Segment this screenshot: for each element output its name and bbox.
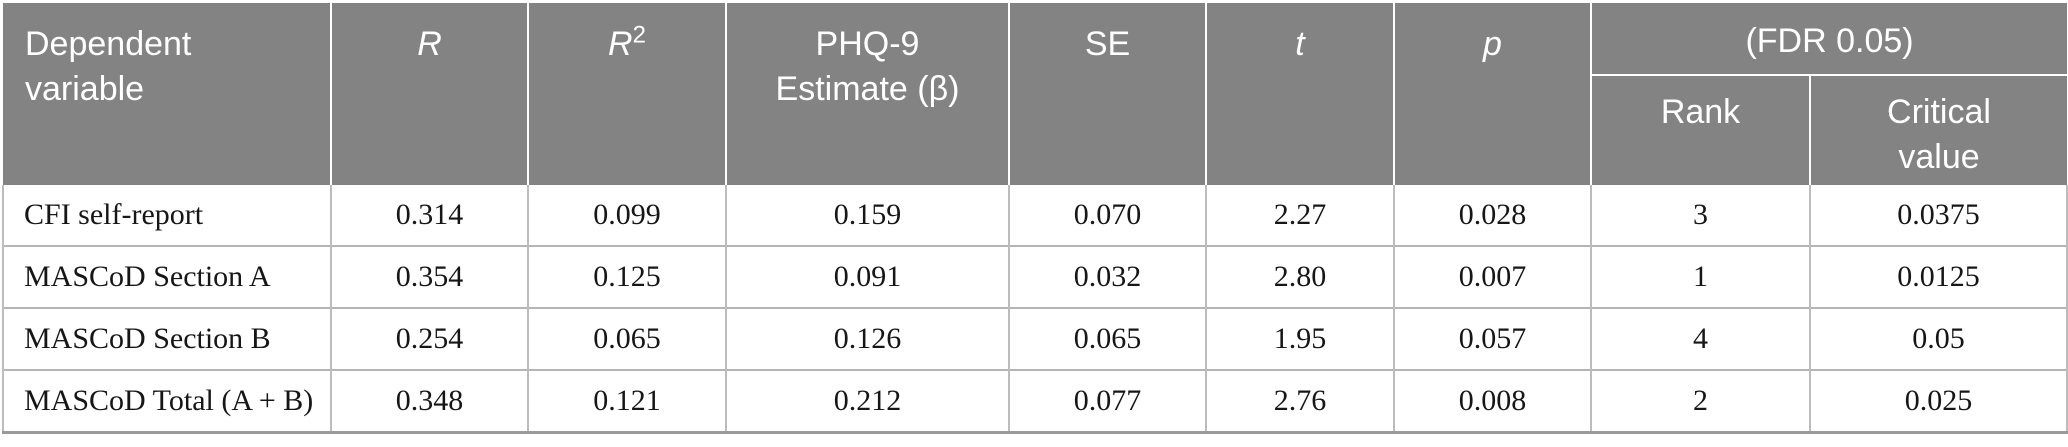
cell-fdr-rank: 1 [1590, 245, 1810, 308]
cell-fdr-rank: 2 [1590, 369, 1810, 434]
header-r-squared-exponent: 2 [632, 21, 646, 49]
cell-se: 0.070 [1008, 185, 1206, 246]
cell-t: 2.80 [1205, 245, 1394, 308]
cell-phq9-estimate: 0.212 [725, 369, 1009, 434]
cell-fdr-rank: 4 [1590, 307, 1810, 370]
header-phq9-estimate: PHQ-9 Estimate (β) [725, 3, 1009, 185]
header-fdr-group: (FDR 0.05) [1589, 3, 2068, 76]
cell-r: 0.354 [330, 245, 528, 308]
header-r: R [330, 3, 528, 185]
table-header: Dependent variable R R2 PHQ-9 Estimate (… [3, 3, 2068, 185]
cell-r: 0.314 [330, 185, 528, 246]
cell-phq9-estimate: 0.126 [725, 307, 1009, 370]
header-r-squared-base: R [608, 25, 633, 63]
cell-fdr-rank: 3 [1590, 185, 1810, 246]
cell-p: 0.008 [1393, 369, 1591, 434]
cell-r-squared: 0.065 [527, 307, 726, 370]
cell-dependent-variable: CFI self-report [2, 185, 331, 246]
cell-se: 0.032 [1008, 245, 1206, 308]
cell-fdr-critical-value: 0.025 [1808, 369, 2068, 434]
cell-p: 0.057 [1393, 307, 1591, 370]
table-row-mascod-total: MASCoD Total (A + B) 0.348 0.121 0.212 0… [2, 369, 2068, 434]
cell-p: 0.007 [1393, 245, 1591, 308]
cell-t: 1.95 [1205, 307, 1394, 370]
cell-t: 2.27 [1205, 185, 1394, 246]
cell-dependent-variable: MASCoD Total (A + B) [2, 369, 331, 434]
cell-phq9-estimate: 0.091 [725, 245, 1009, 308]
header-row-top: Dependent variable R R2 PHQ-9 Estimate (… [3, 3, 2068, 185]
cell-fdr-critical-value: 0.05 [1808, 307, 2068, 370]
cell-r: 0.348 [330, 369, 528, 434]
header-fdr-critical-value: Critical value [1808, 75, 2068, 185]
table-row-mascod-section-b: MASCoD Section B 0.254 0.065 0.126 0.065… [2, 307, 2068, 370]
header-t: t [1205, 3, 1394, 185]
cell-dependent-variable: MASCoD Section B [2, 307, 331, 370]
regression-results-table: Dependent variable R R2 PHQ-9 Estimate (… [2, 3, 2068, 434]
table-row-cfi-self-report: CFI self-report 0.314 0.099 0.159 0.070 … [2, 185, 2068, 246]
header-fdr-critical-value-label: Critical value [1887, 93, 1991, 176]
cell-r-squared: 0.121 [527, 369, 726, 434]
cell-se: 0.077 [1008, 369, 1206, 434]
cell-r-squared: 0.099 [527, 185, 726, 246]
cell-fdr-critical-value: 0.0125 [1808, 245, 2068, 308]
table-row-mascod-section-a: MASCoD Section A 0.354 0.125 0.091 0.032… [2, 245, 2068, 308]
header-r-squared: R2 [527, 3, 726, 185]
cell-t: 2.76 [1205, 369, 1394, 434]
header-phq9-estimate-label: PHQ-9 Estimate (β) [775, 25, 960, 108]
header-p: p [1393, 3, 1591, 185]
cell-r: 0.254 [330, 307, 528, 370]
header-se: SE [1008, 3, 1206, 185]
cell-phq9-estimate: 0.159 [725, 185, 1009, 246]
header-fdr-rank: Rank [1590, 75, 1810, 185]
cell-r-squared: 0.125 [527, 245, 726, 308]
cell-se: 0.065 [1008, 307, 1206, 370]
cell-fdr-critical-value: 0.0375 [1808, 185, 2068, 246]
table-body: CFI self-report 0.314 0.099 0.159 0.070 … [2, 185, 2068, 434]
header-dependent-variable: Dependent variable [3, 3, 331, 185]
cell-p: 0.028 [1393, 185, 1591, 246]
cell-dependent-variable: MASCoD Section A [2, 245, 331, 308]
header-row-sub: Rank Critical value [3, 75, 2068, 185]
